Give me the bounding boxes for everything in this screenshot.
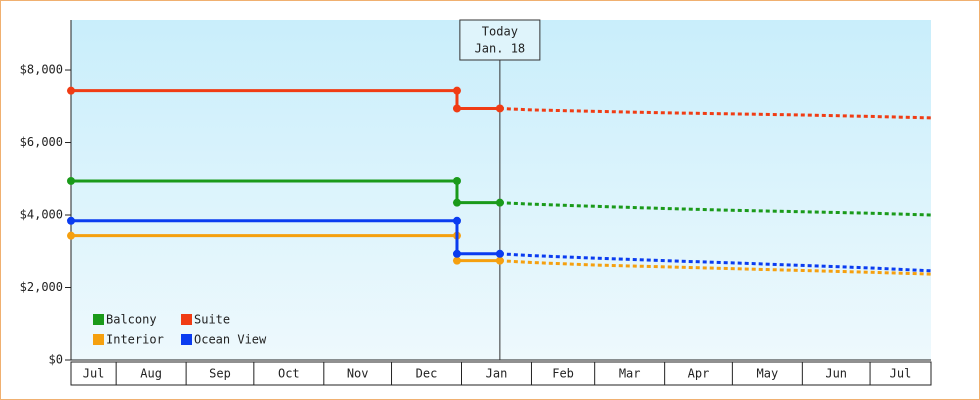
legend-label: Ocean View	[194, 333, 267, 347]
forecast-line	[499, 106, 932, 120]
legend-label: Balcony	[106, 313, 157, 327]
x-tick-label: Oct	[278, 367, 300, 381]
today-label: Jan. 18	[475, 42, 526, 56]
y-tick-label: $4,000	[20, 208, 63, 222]
forecast-line	[499, 259, 932, 276]
y-tick-label: $2,000	[20, 280, 63, 294]
x-tick-label: Jul	[890, 367, 912, 381]
x-tick-label: Sep	[209, 367, 231, 381]
price-point	[452, 198, 461, 207]
x-tick-label: Nov	[347, 367, 369, 381]
x-tick-label: Jul	[83, 367, 105, 381]
x-tick-label: May	[757, 367, 779, 381]
forecast-line	[499, 252, 932, 273]
price-point	[67, 231, 75, 240]
x-tick-label: Feb	[552, 367, 574, 381]
price-point	[495, 249, 504, 258]
price-line	[71, 89, 500, 110]
legend-swatch	[93, 334, 104, 345]
price-point	[67, 216, 75, 225]
price-point	[67, 86, 75, 95]
legend-swatch	[93, 314, 104, 325]
legend-label: Interior	[106, 333, 164, 347]
price-point	[495, 198, 504, 207]
price-point	[452, 249, 461, 258]
legend-label: Suite	[194, 313, 230, 327]
price-point	[452, 176, 461, 185]
price-line	[71, 219, 500, 256]
x-tick-label: Jun	[825, 367, 847, 381]
y-tick-label: $0	[49, 353, 63, 367]
price-point	[452, 216, 461, 225]
forecast-line	[499, 201, 932, 217]
plot-area	[71, 20, 931, 360]
price-point	[452, 86, 461, 95]
today-box	[459, 19, 541, 61]
price-line	[71, 179, 500, 205]
price-point	[452, 256, 461, 265]
x-tick-label: Jan	[486, 367, 508, 381]
price-point	[67, 176, 75, 185]
y-tick-label: $8,000	[20, 63, 63, 77]
y-tick-label: $6,000	[20, 135, 63, 149]
legend-swatch	[181, 314, 192, 325]
x-tick-label: Apr	[688, 367, 710, 381]
price-point	[495, 256, 504, 265]
today-label: Today	[482, 25, 518, 39]
x-tick-label: Dec	[416, 367, 438, 381]
x-tick-label: Mar	[619, 367, 641, 381]
x-tick-label: Aug	[140, 367, 162, 381]
price-point	[495, 104, 504, 113]
price-point	[452, 104, 461, 113]
legend-swatch	[181, 334, 192, 345]
x-axis-band	[70, 361, 932, 386]
